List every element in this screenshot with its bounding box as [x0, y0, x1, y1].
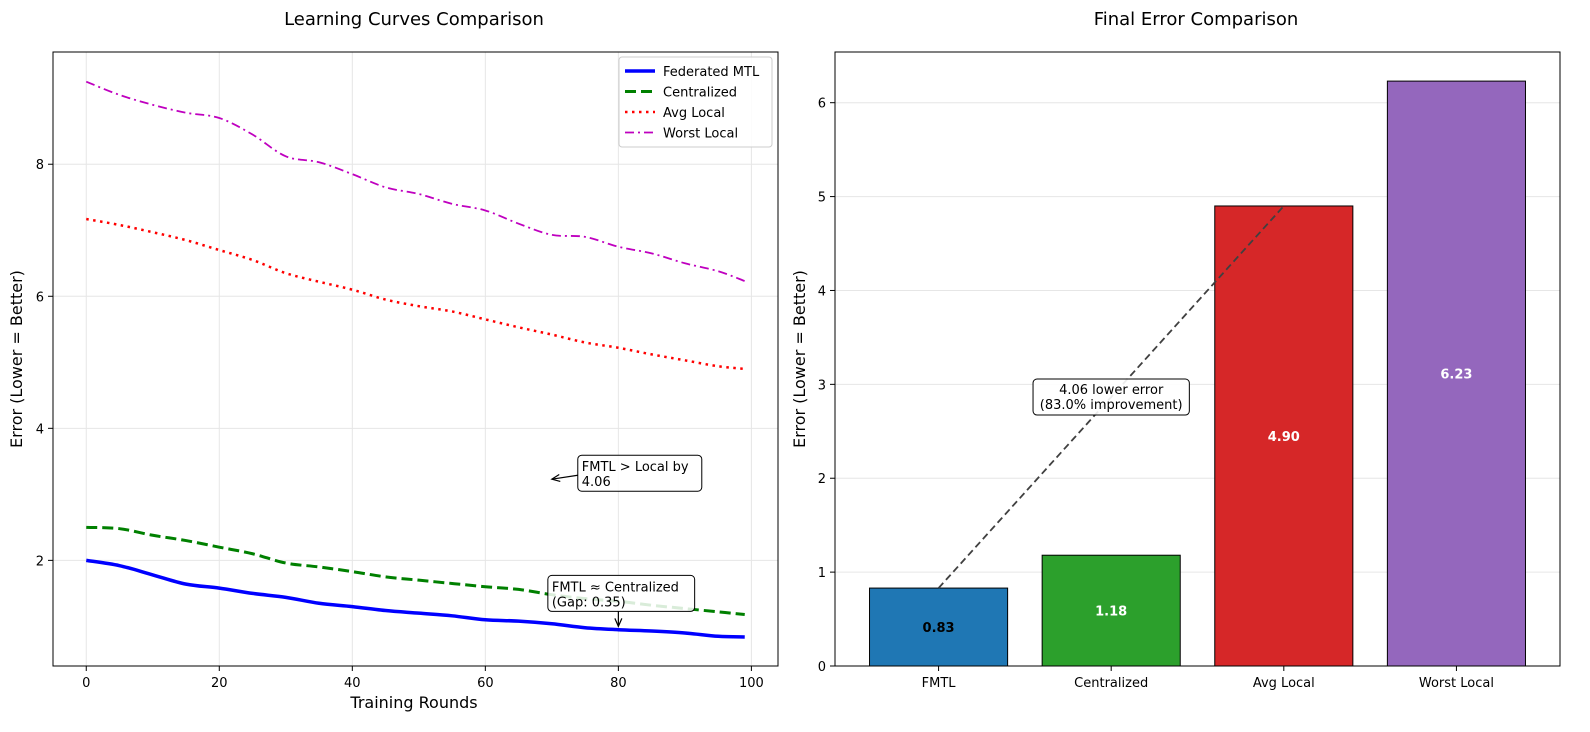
learning-curves-chart: Learning Curves Comparison FMTL > Local …	[7, 9, 779, 712]
annotation-text-line: (83.0% improvement)	[1040, 398, 1183, 413]
annotation-text-line: 4.06	[582, 475, 611, 490]
legend-label: Avg Local	[663, 106, 725, 121]
annotation-text-line: FMTL > Local by	[582, 460, 689, 475]
y-tick-label: 2	[36, 554, 44, 569]
annotations: FMTL > Local by 4.06 FMTL ≈ Centralized (Ga…	[547, 454, 703, 628]
x-tick-label: 40	[344, 676, 361, 691]
annotations: 4.06 lower error (83.0% improvement)	[937, 205, 1285, 589]
y-tick-label: 6	[36, 290, 44, 305]
chart-title: Learning Curves Comparison	[284, 9, 544, 30]
y-tick-label: 3	[818, 378, 826, 393]
bars: 0.83 1.18 4.90 6.23	[869, 80, 1526, 667]
series-line-worst-local	[85, 80, 746, 282]
y-axis-label: Error (Lower = Better)	[790, 270, 809, 448]
y-axis-ticks: 2 4 6 8	[36, 158, 53, 569]
legend-box	[618, 56, 773, 148]
bar-avg-local	[1214, 205, 1354, 667]
y-tick-label: 5	[818, 191, 826, 206]
y-tick-label: 2	[818, 472, 826, 487]
plot-lines	[85, 80, 746, 639]
y-tick-label: 8	[36, 158, 44, 173]
x-tick-label: Centralized	[1074, 676, 1148, 691]
series-line-avg-local	[86, 217, 745, 371]
y-tick-label: 6	[818, 97, 826, 112]
final-error-chart: Final Error Comparison 0.831.184.906.23 …	[790, 9, 1561, 691]
legend: Federated MTL Centralized Avg Local Worst L…	[618, 56, 773, 148]
x-tick-label: FMTL	[922, 676, 957, 691]
y-axis-label: Error (Lower = Better)	[7, 270, 26, 448]
annotation-arrowhead	[550, 473, 561, 483]
annotation-arrow	[551, 474, 578, 480]
annotation-arrowhead	[614, 618, 623, 628]
bar-centralized	[1041, 554, 1181, 667]
annotation-text: FMTL > Local by 4.06	[582, 460, 689, 490]
legend-label: Centralized	[663, 86, 737, 101]
x-tick-label: 100	[739, 676, 764, 691]
legend-label: Worst Local	[663, 127, 738, 142]
x-tick-label: 60	[477, 676, 494, 691]
y-axis-ticks: 0 1 2 3 4 5 6	[818, 97, 835, 675]
plot-frame	[834, 51, 1561, 667]
y-tick-label: 1	[818, 566, 826, 581]
bar-value-label: 4.90	[1268, 430, 1300, 445]
chart-title: Final Error Comparison	[1094, 9, 1299, 30]
y-tick-label: 4	[818, 284, 826, 299]
annotation-text: FMTL ≈ Centralized (Gap: 0.35)	[552, 580, 679, 610]
annotation-text-line: (Gap: 0.35)	[552, 595, 626, 610]
x-axis-ticks: 0 20 40 60 80 100	[82, 666, 764, 691]
x-tick-label: Worst Local	[1419, 676, 1494, 691]
bar-fmtl	[869, 587, 1009, 667]
annotation-text-line: FMTL ≈ Centralized	[552, 580, 679, 595]
bar-value-label: 6.23	[1440, 368, 1472, 383]
y-tick-label: 4	[36, 422, 44, 437]
y-tick-label: 0	[818, 660, 826, 675]
annotation-box	[547, 574, 696, 612]
x-tick-label: Avg Local	[1253, 676, 1315, 691]
plot-frame	[52, 51, 779, 667]
x-axis-label: Training Rounds	[349, 693, 477, 712]
grid	[53, 52, 778, 666]
annotation-text: 4.06 lower error (83.0% improvement)	[1040, 383, 1183, 413]
annotation-box	[1032, 378, 1190, 416]
x-tick-label: 80	[610, 676, 627, 691]
legend-label: Federated MTL	[663, 65, 760, 80]
x-axis-ticks: FMTL Centralized Avg Local Worst Local	[922, 666, 1494, 691]
x-tick-label: 0	[82, 676, 90, 691]
bar-value-label: 1.18	[1095, 605, 1127, 620]
x-tick-label: 20	[211, 676, 228, 691]
series-line-federated-mtl	[85, 558, 745, 639]
annotation-box	[577, 454, 703, 492]
bar-value-label: 0.83	[923, 621, 955, 636]
annotation-text-line: 4.06 lower error	[1059, 383, 1164, 398]
